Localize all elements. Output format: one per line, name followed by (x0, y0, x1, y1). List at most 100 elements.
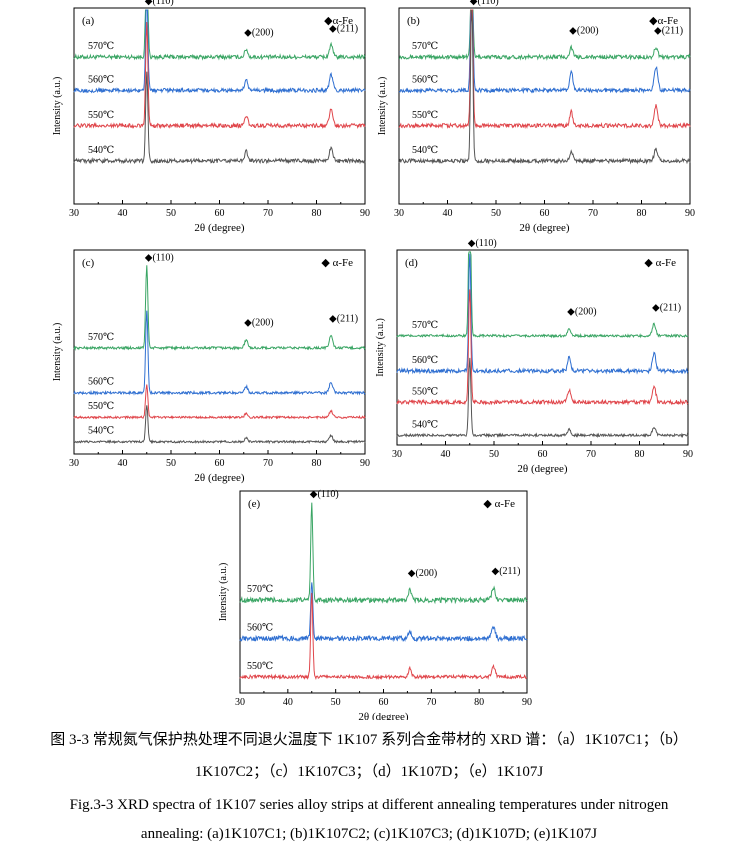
x-tick-label: 60 (538, 449, 548, 460)
peak-label-211: ◆(211) (654, 25, 683, 36)
x-tick-label: 40 (441, 449, 451, 460)
series-line-540 (398, 9, 691, 165)
series-label-560: 560℃ (247, 622, 273, 633)
plot-frame (73, 7, 366, 205)
y-axis-label: Intensity (a.u.) (375, 318, 386, 377)
x-tick-label: 80 (312, 208, 322, 219)
panel-label: (c) (82, 257, 95, 269)
x-tick-label: 40 (118, 458, 128, 469)
plot-frame (396, 249, 689, 446)
peak-label-110: ◆(110) (145, 0, 174, 7)
x-tick-label: 70 (263, 458, 273, 469)
xrd-figure: 30 40 50 60 70 80 90 2θ (degree) Intensity (a.u.… (52, 0, 695, 720)
x-tick-label: 80 (635, 449, 645, 460)
legend-alpha-fe: ◆ α-Fe (321, 257, 353, 269)
x-axis-label: 2θ (degree) (517, 463, 567, 475)
plot-frame (73, 249, 366, 455)
x-tick-label: 60 (540, 208, 550, 219)
plot-frame (398, 7, 691, 205)
x-tick-label: 50 (331, 697, 341, 708)
series-label-540: 540℃ (412, 419, 438, 430)
x-tick-label: 70 (263, 208, 273, 219)
peak-label-200: ◆(200) (408, 568, 437, 579)
peak-label-110: ◆(110) (310, 489, 339, 500)
x-axis-label: 2θ (degree) (519, 222, 569, 234)
peak-label-211: ◆(211) (329, 313, 358, 324)
legend-alpha-fe: ◆ α-Fe (644, 257, 676, 269)
panel-label: (e) (248, 498, 261, 510)
series-line-550 (398, 9, 691, 130)
plot-frame (239, 490, 528, 694)
x-tick-label: 80 (474, 697, 484, 708)
x-tick-label: 30 (392, 449, 402, 460)
x-tick-label: 30 (235, 697, 245, 708)
panel-e: 30 40 50 60 70 80 90 2θ (degree) Intensity (a.u.… (218, 489, 532, 720)
x-tick-label: 80 (637, 208, 647, 219)
y-axis-label: Intensity (a.u.) (52, 323, 63, 382)
x-tick-label: 50 (489, 449, 499, 460)
x-tick-label: 70 (426, 697, 436, 708)
panel-c: 30 40 50 60 70 80 90 2θ (degree) Intensity (a.u.… (52, 249, 370, 484)
y-axis-label: Intensity (a.u.) (218, 563, 229, 622)
legend-alpha-fe: ◆α-Fe (649, 15, 678, 27)
x-tick-label: 40 (443, 208, 453, 219)
caption-zh-line2: 1K107C2；（c）1K107C3；（d）1K107D；（e）1K107J (194, 764, 544, 780)
series-line-540 (73, 71, 366, 165)
x-tick-label: 50 (166, 458, 176, 469)
peak-label-200: ◆(200) (244, 27, 273, 38)
series-line-570 (73, 265, 366, 351)
peak-label-211: ◆(211) (492, 566, 521, 577)
x-tick-label: 90 (685, 208, 695, 219)
peak-label-200: ◆(200) (244, 317, 273, 328)
series-label-550: 550℃ (247, 661, 273, 672)
series-line-570 (398, 9, 691, 61)
series-label-560: 560℃ (88, 377, 114, 388)
series-label-550: 550℃ (88, 110, 114, 121)
caption-zh-line1: 图 3-3 常规氮气保护热处理不同退火温度下 1K107 系列合金带材的 XRD… (50, 732, 688, 748)
x-tick-label: 50 (491, 208, 501, 219)
series-label-540: 540℃ (412, 145, 438, 156)
panel-label: (d) (405, 257, 418, 269)
series-line-550 (73, 21, 366, 130)
x-tick-label: 90 (683, 449, 693, 460)
x-tick-label: 90 (360, 458, 370, 469)
series-line-550 (396, 289, 689, 406)
series-label-570: 570℃ (88, 332, 114, 343)
panel-d: 30 40 50 60 70 80 90 2θ (degree) Intensity (a.u.… (375, 238, 693, 475)
series-line-550 (239, 592, 528, 681)
x-tick-label: 30 (69, 458, 79, 469)
peak-label-110: ◆(110) (468, 238, 497, 249)
x-tick-label: 50 (166, 208, 176, 219)
x-tick-label: 30 (69, 208, 79, 219)
x-axis-label: 2θ (degree) (194, 472, 244, 484)
series-label-550: 550℃ (412, 386, 438, 397)
peak-label-110: ◆(110) (470, 0, 499, 7)
panel-label: (a) (82, 15, 95, 27)
x-tick-label: 60 (215, 458, 225, 469)
panel-a: 30 40 50 60 70 80 90 2θ (degree) Intensity (a.u.… (52, 0, 370, 234)
series-line-570 (73, 9, 366, 61)
peak-label-110: ◆(110) (145, 252, 174, 263)
series-line-570 (239, 502, 528, 605)
x-tick-label: 70 (588, 208, 598, 219)
legend-alpha-fe: ◆α-Fe (324, 15, 353, 27)
x-axis-label: 2θ (degree) (194, 222, 244, 234)
series-label-540: 540℃ (88, 426, 114, 437)
series-line-540 (396, 357, 689, 439)
y-axis-label: Intensity (a.u.) (377, 77, 388, 136)
peak-label-200: ◆(200) (567, 306, 596, 317)
y-axis-label: Intensity (a.u.) (52, 77, 63, 136)
x-axis-label: 2θ (degree) (358, 711, 408, 720)
x-tick-label: 90 (522, 697, 532, 708)
series-line-550 (73, 384, 366, 420)
series-line-570 (396, 251, 689, 339)
x-tick-label: 30 (394, 208, 404, 219)
series-line-540 (73, 405, 366, 445)
series-label-560: 560℃ (88, 74, 114, 85)
series-label-570: 570℃ (412, 41, 438, 52)
series-line-560 (73, 9, 366, 95)
series-label-540: 540℃ (88, 145, 114, 156)
caption-en-line2: annealing: (a)1K107C1; (b)1K107C2; (c)1K… (140, 826, 598, 842)
peak-label-211: ◆(211) (652, 302, 681, 313)
peak-label-211: ◆(211) (329, 24, 358, 35)
